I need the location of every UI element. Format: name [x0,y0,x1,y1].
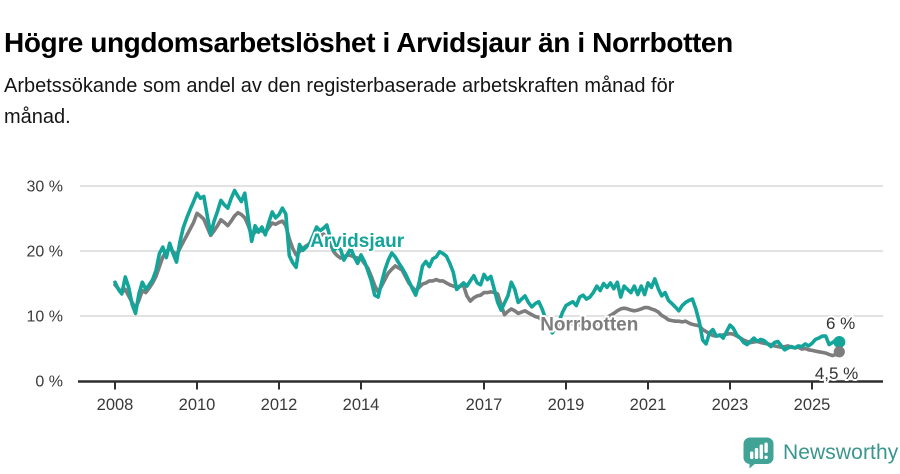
x-axis-tick-label: 2012 [261,396,298,414]
x-axis-tick-label: 2021 [630,396,667,414]
x-axis-tick-label: 2023 [712,396,749,414]
newsworthy-logo: Newsworthy [743,437,898,469]
x-axis-tick-label: 2008 [97,396,134,414]
series-end-label-arvidsjaur: 6 % [826,314,855,333]
series-name-label-norrbotten: Norrbotten [540,314,638,335]
y-axis-tick-label: 0 % [35,374,63,391]
logo-bar-2 [754,448,759,459]
x-axis-tick-label: 2014 [343,396,380,414]
chart-subtitle-line2: månad. [4,106,71,128]
x-axis-tick-label: 2010 [179,396,216,414]
logo-bar-3 [759,444,763,459]
logo-exclamation-bar [764,442,768,453]
y-axis-tick-label: 20 % [27,244,63,261]
brand-name: Newsworthy [783,441,899,464]
newsworthy-logo-icon [743,437,774,469]
y-axis-tick-label: 30 % [27,179,63,196]
chart-subtitle-line1: Arbetssökande som andel av den registerb… [4,75,675,97]
series-end-label-norrbotten: 4,5 % [815,364,858,383]
x-axis-tick-label: 2017 [466,396,503,414]
series-line-arvidsjaur [113,188,842,352]
chart-subtitle: Arbetssökande som andel av den registerb… [4,71,844,133]
series-end-dot-norrbotten [833,346,845,358]
logo-bar-1 [750,451,754,459]
y-axis-tick-label: 10 % [27,309,63,326]
series-name-label-arvidsjaur: Arvidsjaur [310,231,405,252]
page-title: Högre ungdomsarbetslöshet i Arvidsjaur ä… [4,26,733,58]
x-axis-tick-label: 2019 [548,396,585,414]
series-end-dot-arvidsjaur [833,336,846,348]
x-axis-tick-label: 2025 [794,396,831,414]
logo-exclamation-dot [764,455,768,459]
